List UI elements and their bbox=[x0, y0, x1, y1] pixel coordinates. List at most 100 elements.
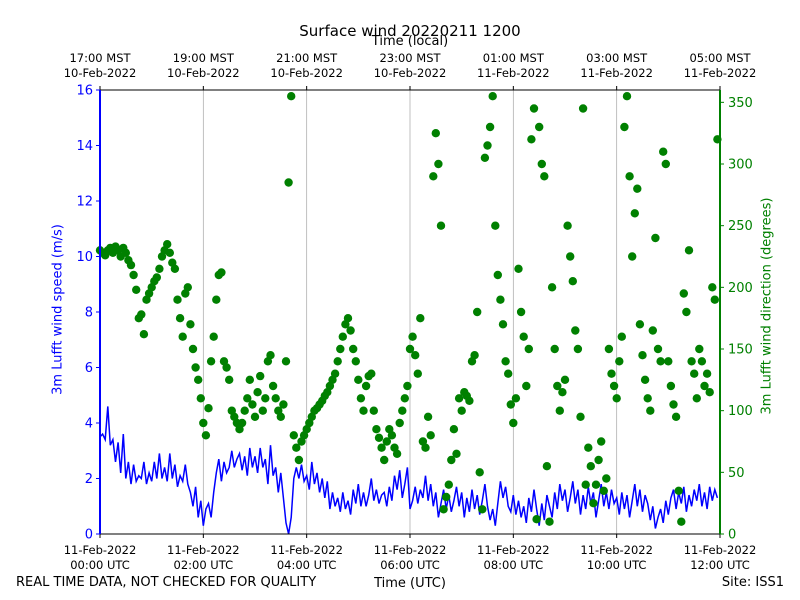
wind-direction-point bbox=[604, 344, 614, 354]
wind-direction-point bbox=[659, 147, 668, 156]
y-tick-label: 8 bbox=[85, 306, 93, 321]
wind-direction-point bbox=[237, 418, 247, 428]
wind-direction-point bbox=[535, 122, 544, 132]
wind-direction-point bbox=[581, 480, 590, 489]
x2-tick-label: 17:00 MST bbox=[69, 51, 131, 65]
wind-direction-point bbox=[488, 92, 497, 101]
y2-tick-label: 150 bbox=[728, 343, 753, 358]
y-tick-label: 0 bbox=[85, 528, 93, 543]
wind-direction-point bbox=[560, 375, 570, 384]
wind-direction-point bbox=[372, 425, 381, 434]
wind-direction-point bbox=[266, 351, 275, 360]
wind-direction-point bbox=[139, 330, 149, 339]
y-tick-label: 14 bbox=[76, 139, 93, 154]
x2-tick-label: 10-Feb-2022 bbox=[167, 66, 240, 80]
wind-direction-point bbox=[196, 394, 205, 403]
wind-direction-point bbox=[449, 425, 459, 434]
wind-direction-point bbox=[568, 277, 577, 286]
wind-direction-point bbox=[413, 369, 422, 378]
wind-direction-point bbox=[175, 314, 185, 323]
wind-direction-point bbox=[540, 172, 549, 181]
wind-direction-point bbox=[411, 351, 420, 360]
y2-tick-label: 100 bbox=[728, 404, 753, 419]
wind-direction-point bbox=[287, 92, 296, 101]
wind-direction-point bbox=[395, 418, 404, 428]
grid-lines bbox=[202, 90, 618, 534]
wind-direction-point bbox=[361, 381, 371, 391]
wind-direction-point bbox=[217, 268, 226, 277]
x-tick-label: 04:00 UTC bbox=[277, 558, 337, 572]
wind-direction-point bbox=[599, 486, 608, 495]
wind-direction-point bbox=[602, 474, 611, 483]
x-tick-label: 10:00 UTC bbox=[587, 558, 647, 572]
wind-direction-point bbox=[359, 406, 368, 415]
wind-direction-point bbox=[212, 295, 221, 304]
wind-direction-point bbox=[643, 394, 652, 403]
wind-direction-point bbox=[137, 310, 146, 319]
x2-tick-label: 21:00 MST bbox=[276, 51, 338, 65]
wind-direction-point bbox=[498, 320, 508, 329]
wind-direction-point bbox=[501, 357, 510, 366]
top-axis-label: Time (local) bbox=[371, 34, 449, 49]
wind-direction-point bbox=[700, 381, 709, 391]
wind-direction-point bbox=[183, 283, 192, 292]
wind-direction-point bbox=[204, 404, 213, 413]
wind-direction-point bbox=[566, 252, 575, 261]
wind-direction-point bbox=[537, 159, 546, 169]
wind-direction-point bbox=[661, 159, 670, 169]
x2-tick-label: 01:00 MST bbox=[483, 51, 545, 65]
y-tick-label: 16 bbox=[76, 84, 93, 99]
wind-direction-point bbox=[519, 332, 528, 341]
x-tick-label: 11-Feb-2022 bbox=[477, 543, 550, 557]
wind-direction-point bbox=[491, 221, 500, 230]
wind-direction-point bbox=[155, 264, 164, 273]
x2-tick-label: 11-Feb-2022 bbox=[477, 66, 550, 80]
x2-tick-label: 05:00 MST bbox=[689, 51, 751, 65]
x-tick-label: 02:00 UTC bbox=[174, 558, 234, 572]
wind-direction-point bbox=[669, 400, 678, 409]
x2-tick-label: 10-Feb-2022 bbox=[374, 66, 447, 80]
wind-direction-point bbox=[121, 248, 130, 257]
wind-direction-point bbox=[245, 375, 254, 384]
wind-direction-point bbox=[612, 394, 621, 403]
wind-direction-point bbox=[653, 344, 663, 354]
wind-direction-point bbox=[382, 437, 391, 446]
wind-direction-point bbox=[165, 248, 174, 257]
wind-direction-point bbox=[279, 400, 288, 409]
wind-direction-point bbox=[532, 515, 541, 524]
left-y-axis-label: 3m Lufft wind speed (m/s) bbox=[50, 224, 66, 395]
wind-direction-point bbox=[506, 400, 515, 409]
wind-direction-point bbox=[496, 295, 505, 304]
wind-direction-point bbox=[589, 499, 598, 508]
wind-direction-point bbox=[710, 295, 719, 304]
wind-direction-point bbox=[442, 492, 451, 502]
wind-direction-point bbox=[429, 172, 438, 181]
wind-direction-point bbox=[457, 406, 466, 415]
wind-direction-point bbox=[485, 122, 495, 132]
wind-direction-point bbox=[284, 178, 293, 187]
wind-direction-point bbox=[354, 375, 363, 384]
wind-speed-line bbox=[99, 406, 719, 535]
wind-direction-point bbox=[480, 153, 490, 162]
wind-direction-point bbox=[697, 357, 707, 366]
wind-direction-point bbox=[188, 344, 198, 354]
wind-direction-point bbox=[674, 486, 683, 495]
wind-direction-point bbox=[343, 314, 353, 323]
wind-direction-point bbox=[594, 455, 603, 465]
wind-direction-point bbox=[625, 172, 634, 181]
y2-tick-label: 250 bbox=[728, 219, 753, 234]
wind-direction-point bbox=[671, 412, 681, 421]
wind-direction-series bbox=[95, 92, 722, 526]
wind-direction-point bbox=[666, 381, 676, 391]
wind-direction-point bbox=[646, 406, 655, 415]
wind-direction-point bbox=[206, 357, 216, 366]
wind-direction-point bbox=[615, 357, 624, 366]
wind-direction-point bbox=[225, 375, 234, 384]
wind-direction-point bbox=[705, 388, 714, 397]
wind-direction-point bbox=[380, 455, 389, 465]
wind-direction-point bbox=[682, 307, 691, 317]
wind-direction-point bbox=[398, 406, 407, 415]
wind-direction-point bbox=[444, 480, 453, 489]
wind-direction-point bbox=[576, 412, 585, 421]
wind-direction-point bbox=[421, 443, 430, 452]
